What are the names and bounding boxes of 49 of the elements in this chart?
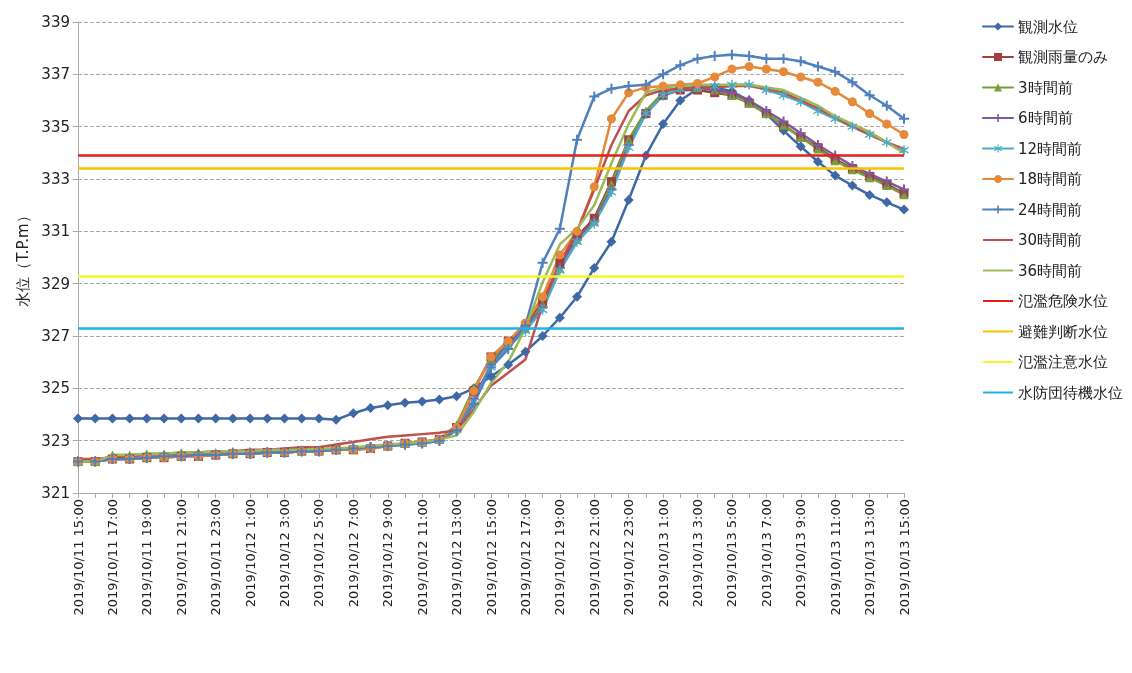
x-tick-label: 2019/10/12 11:00 bbox=[414, 499, 430, 616]
legend-label: 氾濫危険水位 bbox=[1018, 292, 1108, 310]
x-tick-label: 2019/10/12 15:00 bbox=[483, 499, 499, 616]
x-tick-label: 2019/10/12 3:00 bbox=[277, 499, 292, 608]
x-tick-label: 2019/10/11 17:00 bbox=[104, 499, 120, 616]
x-tick-label: 2019/10/12 21:00 bbox=[586, 499, 602, 616]
legend-label: 18時間前 bbox=[1018, 170, 1083, 188]
legend-label: 氾濫注意水位 bbox=[1018, 353, 1108, 371]
x-tick-label: 2019/10/11 23:00 bbox=[208, 499, 224, 616]
x-tick-label: 2019/10/13 1:00 bbox=[655, 499, 671, 608]
y-tick-label: 325 bbox=[41, 379, 70, 398]
legend-label: 観測雨量のみ bbox=[1018, 48, 1108, 66]
y-tick-label: 329 bbox=[41, 274, 70, 293]
x-tick-label: 2019/10/13 3:00 bbox=[690, 499, 705, 608]
legend-label: 24時間前 bbox=[1018, 200, 1083, 219]
x-tick-label: 2019/10/12 9:00 bbox=[380, 499, 396, 608]
x-tick-label: 2019/10/13 11:00 bbox=[827, 499, 843, 616]
x-tick-label: 2019/10/12 17:00 bbox=[517, 499, 533, 616]
legend-label: 3時間前 bbox=[1018, 78, 1073, 97]
x-tick-label: 2019/10/12 5:00 bbox=[311, 499, 327, 608]
legend-label: 12時間前 bbox=[1018, 139, 1083, 158]
legend-label: 水防団待機水位 bbox=[1018, 383, 1123, 402]
y-tick-label: 335 bbox=[41, 117, 70, 136]
legend-label: 36時間前 bbox=[1018, 261, 1083, 280]
x-tick-label: 2019/10/13 5:00 bbox=[724, 499, 740, 608]
x-tick-label: 2019/10/11 19:00 bbox=[139, 499, 155, 616]
y-tick-label: 331 bbox=[41, 222, 70, 241]
y-tick-label: 321 bbox=[41, 484, 70, 502]
x-tick-label: 2019/10/12 7:00 bbox=[345, 499, 361, 608]
y-axis-title: 水位（T.P.m） bbox=[13, 208, 32, 307]
x-tick-label: 2019/10/11 15:00 bbox=[70, 499, 86, 616]
y-tick-label: 333 bbox=[41, 170, 70, 188]
x-tick-label: 2019/10/12 19:00 bbox=[552, 499, 568, 616]
x-tick-label: 2019/10/11 21:00 bbox=[173, 499, 189, 616]
y-tick-label: 337 bbox=[41, 65, 70, 84]
x-tick-label: 2019/10/13 9:00 bbox=[793, 499, 809, 608]
x-tick-label: 2019/10/13 13:00 bbox=[862, 499, 878, 616]
legend-label: 30時間前 bbox=[1018, 231, 1083, 249]
legend-label: 観測水位 bbox=[1018, 17, 1078, 36]
y-tick-label: 323 bbox=[41, 431, 70, 450]
legend-label: 6時間前 bbox=[1018, 109, 1073, 127]
x-tick-label: 2019/10/13 15:00 bbox=[896, 499, 912, 616]
y-tick-label: 339 bbox=[41, 13, 70, 31]
x-tick-label: 2019/10/12 23:00 bbox=[621, 499, 637, 616]
x-tick-label: 2019/10/12 13:00 bbox=[449, 499, 465, 616]
x-tick-label: 2019/10/12 1:00 bbox=[242, 499, 258, 608]
y-tick-label: 327 bbox=[41, 327, 70, 345]
x-tick-label: 2019/10/13 7:00 bbox=[758, 499, 774, 608]
legend-label: 避難判断水位 bbox=[1018, 322, 1108, 341]
